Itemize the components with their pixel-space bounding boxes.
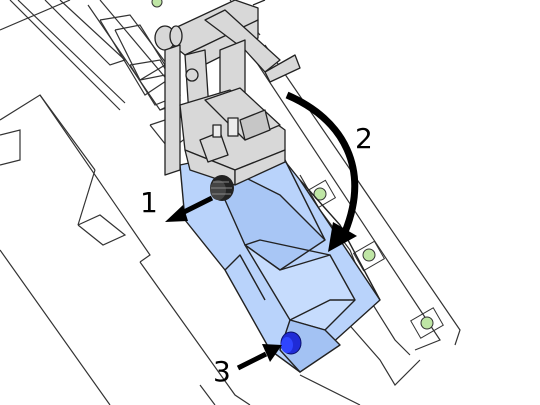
- dark-knurled-knob-icon: [210, 175, 234, 201]
- clamp-assembly: [154, 0, 301, 186]
- led-1: [313, 187, 327, 201]
- callout-label-3: 3: [213, 355, 231, 388]
- blue-tray: [179, 144, 381, 373]
- led-top: [151, 0, 163, 8]
- arrow-left-down-icon: [165, 195, 214, 222]
- blue-knob-icon: [280, 331, 302, 355]
- curved-arrow-icon: [285, 91, 359, 252]
- callout-label-1: 1: [140, 186, 158, 219]
- arrow-right-up-icon: [236, 344, 282, 371]
- led-2: [362, 248, 376, 262]
- led-3: [420, 316, 434, 330]
- callout-label-2: 2: [355, 122, 373, 155]
